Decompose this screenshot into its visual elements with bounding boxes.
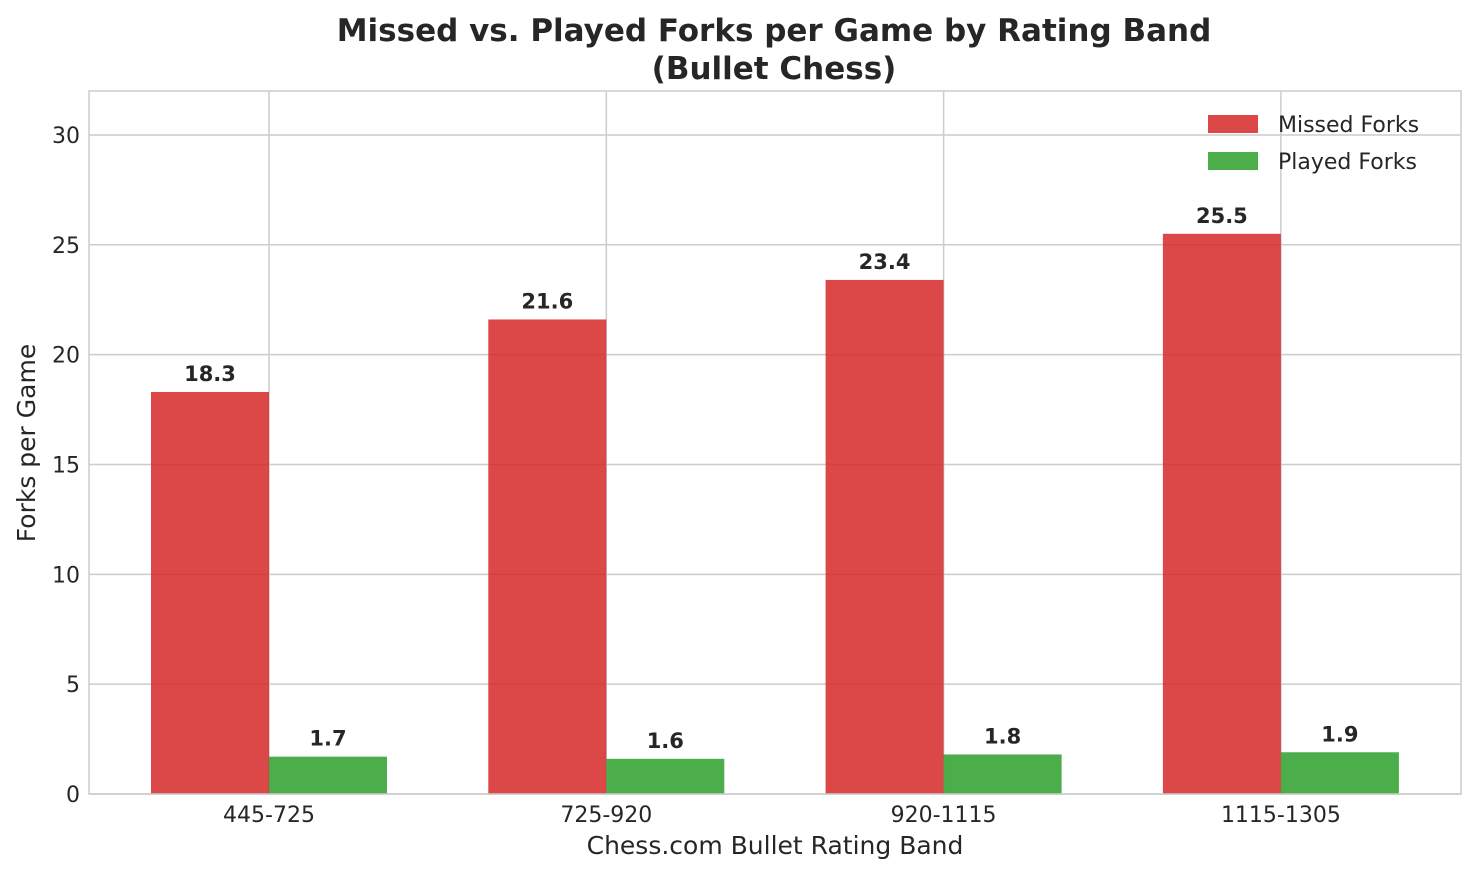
y-tick-label: 25 bbox=[52, 234, 80, 259]
y-axis-label: Forks per Game bbox=[12, 344, 41, 542]
bar-missed-forks-1 bbox=[488, 319, 607, 794]
legend-swatch-missed-forks bbox=[1208, 115, 1258, 133]
bar-value-labels: 18.3 21.6 23.4 25.5 1.7 1.6 1.8 1.9 bbox=[184, 204, 1358, 753]
x-tick-label: 445-725 bbox=[223, 803, 315, 828]
bar-played-forks-0 bbox=[269, 756, 387, 794]
bar-missed-forks-2 bbox=[825, 279, 944, 794]
bars bbox=[151, 233, 1399, 794]
y-tick-label: 20 bbox=[52, 344, 80, 369]
y-tick-label: 15 bbox=[52, 453, 80, 478]
legend: Missed Forks Played Forks bbox=[1208, 113, 1419, 175]
bar-value-label: 1.7 bbox=[309, 727, 346, 751]
bar-value-label: 1.8 bbox=[984, 724, 1021, 748]
legend-label-missed-forks: Missed Forks bbox=[1278, 113, 1419, 138]
x-tick-label: 920-1115 bbox=[891, 803, 997, 828]
bar-value-label: 18.3 bbox=[184, 362, 236, 386]
bar-value-label: 1.9 bbox=[1321, 722, 1358, 746]
plot-frame bbox=[88, 90, 1462, 795]
chart-title-line-2: (Bullet Chess) bbox=[652, 51, 897, 87]
bar-played-forks-3 bbox=[1280, 752, 1399, 794]
bar-value-label: 21.6 bbox=[521, 289, 573, 313]
y-tick-label: 30 bbox=[52, 124, 80, 149]
bar-missed-forks-0 bbox=[151, 391, 269, 794]
x-tick-label: 725-920 bbox=[560, 803, 652, 828]
y-tick-label: 5 bbox=[66, 673, 80, 698]
grid-lines bbox=[89, 91, 1461, 795]
bar-value-label: 25.5 bbox=[1196, 204, 1248, 228]
chart-title-line-1: Missed vs. Played Forks per Game by Rati… bbox=[337, 13, 1212, 49]
legend-swatch-played-forks bbox=[1208, 152, 1258, 170]
x-axis-label: Chess.com Bullet Rating Band bbox=[587, 831, 964, 860]
y-tick-label: 10 bbox=[52, 563, 80, 588]
y-axis-ticks: 0 5 10 15 20 25 30 bbox=[52, 124, 80, 808]
x-axis-ticks: 445-725 725-920 920-1115 1115-1305 bbox=[223, 803, 1341, 828]
bar-value-label: 23.4 bbox=[859, 250, 911, 274]
y-tick-label: 0 bbox=[66, 783, 80, 808]
bar-played-forks-2 bbox=[943, 754, 1062, 794]
legend-label-played-forks: Played Forks bbox=[1278, 150, 1417, 175]
x-tick-label: 1115-1305 bbox=[1221, 803, 1341, 828]
bar-value-label: 1.6 bbox=[647, 729, 684, 753]
bar-missed-forks-3 bbox=[1162, 233, 1281, 794]
bar-played-forks-1 bbox=[606, 758, 725, 794]
